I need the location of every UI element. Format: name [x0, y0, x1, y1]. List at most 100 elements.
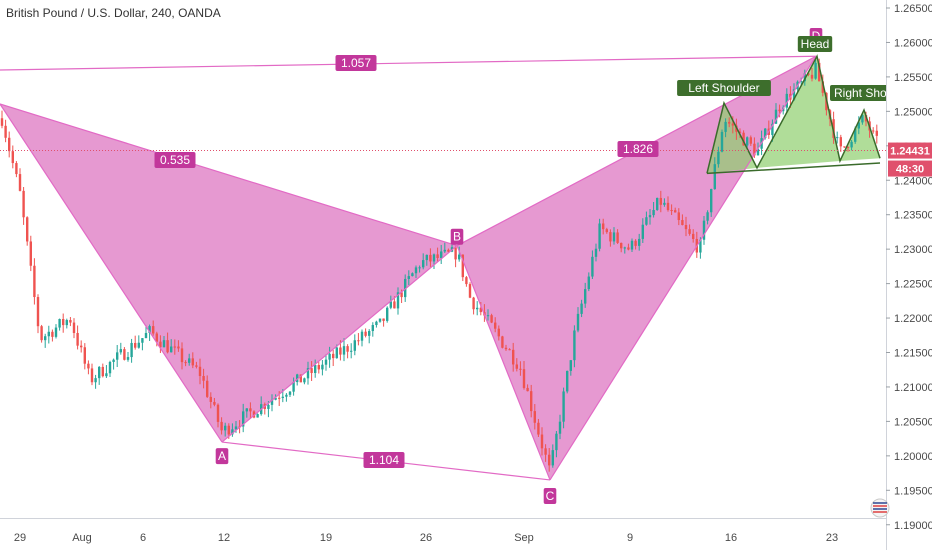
candle-body — [443, 249, 446, 252]
xab-triangle — [0, 104, 457, 443]
candle-body — [623, 247, 626, 249]
candle-body — [458, 254, 461, 260]
candle-body — [875, 130, 878, 136]
flag-icon[interactable] — [870, 498, 890, 518]
candle-body — [342, 346, 346, 355]
candle-body — [159, 341, 162, 348]
candle-body — [371, 325, 374, 332]
candle-body — [508, 349, 511, 351]
candle-body — [202, 376, 205, 381]
candle-body — [353, 340, 356, 351]
candle-body — [692, 233, 695, 239]
candle-body — [659, 197, 662, 205]
candle-body — [296, 374, 299, 383]
candle-body — [861, 115, 864, 123]
y-tick-label: 1.23500 — [894, 210, 932, 222]
candle-body — [468, 284, 472, 298]
candle-body — [666, 202, 670, 211]
candle-body — [288, 391, 292, 395]
pattern-fills — [0, 56, 880, 480]
candle-body — [242, 411, 245, 427]
candle-body — [620, 242, 623, 249]
candle-body — [656, 197, 659, 210]
candle-body — [522, 369, 526, 388]
head-label: Head — [797, 36, 833, 52]
right-shoulder-label-wrap: Right Shoulder — [830, 85, 886, 101]
candle-body — [414, 267, 418, 274]
candle-body — [170, 346, 173, 353]
candle-body — [411, 273, 414, 277]
candle-body — [378, 318, 382, 322]
candle-body — [33, 265, 36, 298]
x-tick-label: 16 — [725, 532, 737, 544]
x-tick-label: 26 — [420, 532, 432, 544]
candle-body — [216, 404, 220, 422]
candle-body — [123, 349, 126, 360]
candle-body — [803, 73, 806, 82]
left-shoulder-label: Left Shoulder — [677, 80, 771, 96]
candle-body — [501, 336, 504, 348]
candle-body — [515, 364, 518, 369]
candle-body — [738, 131, 742, 133]
candle-body — [335, 347, 338, 359]
candle-body — [476, 307, 479, 310]
candle-body — [404, 278, 407, 298]
candle-body — [569, 360, 572, 371]
candle-body — [191, 358, 194, 366]
head-label-text: Head — [801, 37, 830, 51]
candle-body — [134, 342, 137, 348]
candle-body — [155, 333, 158, 342]
y-tick-label: 1.20500 — [894, 416, 932, 428]
ratio-ac-label-text: 1.104 — [369, 453, 399, 467]
candle-body — [684, 225, 688, 230]
candle-body — [382, 318, 385, 321]
x-tick-label: 9 — [627, 532, 633, 544]
candle-body — [609, 232, 612, 242]
candle-body — [58, 319, 61, 328]
candle-body — [674, 210, 677, 213]
candle-body — [540, 434, 544, 449]
candle-body — [461, 254, 464, 278]
candle-body — [141, 338, 144, 343]
candle-body — [821, 81, 824, 93]
candle-body — [234, 426, 238, 430]
candle-body — [652, 209, 655, 216]
candle-body — [699, 239, 702, 253]
candle-body — [731, 123, 734, 126]
candle-body — [792, 89, 796, 100]
candle-body — [749, 137, 752, 144]
time-axis[interactable]: 29 Aug 6 12 19 26 Sep 9 16 23 — [0, 518, 886, 545]
point-b-label-text: B — [453, 230, 461, 244]
candle-body — [580, 303, 583, 314]
candle-body — [256, 414, 259, 418]
candle-body — [62, 319, 65, 326]
candle-body — [857, 122, 860, 129]
candle-body — [4, 125, 7, 138]
candle-body — [83, 347, 86, 364]
candle-body — [51, 331, 54, 337]
candle-body — [648, 215, 652, 218]
candle-body — [839, 137, 842, 147]
ratio-bd-label-box — [617, 141, 659, 157]
candle-body — [278, 397, 281, 399]
candle-body — [587, 276, 590, 290]
candle-body — [87, 363, 90, 369]
candle-body — [317, 365, 320, 370]
y-tick-label: 1.21000 — [894, 382, 932, 394]
hs-outline — [706, 54, 881, 174]
candle-body — [375, 321, 378, 326]
candle-body — [591, 256, 594, 277]
candle-body — [720, 131, 724, 152]
candle-body — [634, 240, 637, 246]
candle-body — [101, 366, 104, 377]
candle-body — [756, 148, 760, 156]
candle-body — [393, 301, 396, 309]
candle-body — [22, 190, 25, 218]
ratio-xd-label-box — [335, 55, 377, 71]
price-axis[interactable]: 1.265001.260001.255001.250001.245001.240… — [870, 0, 932, 550]
candle-body — [303, 378, 306, 383]
candle-body — [108, 361, 112, 374]
candle-body — [270, 399, 274, 405]
candle-body — [245, 408, 248, 412]
